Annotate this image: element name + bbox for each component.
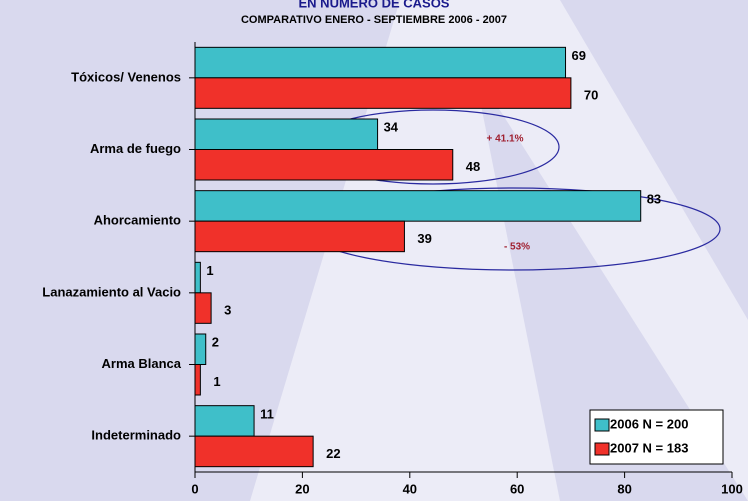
y-tick-label: Lanazamiento al Vacio — [42, 284, 181, 299]
legend-label: 2006 N = 200 — [610, 416, 688, 431]
value-label: 1 — [213, 374, 220, 389]
y-tick-label: Arma de fuego — [90, 141, 181, 156]
value-label: 22 — [326, 446, 340, 461]
x-tick-label: 60 — [510, 481, 524, 496]
legend-label: 2007 N = 183 — [610, 440, 688, 455]
x-tick-label: 0 — [191, 481, 198, 496]
bar — [194, 118, 379, 150]
value-label: 3 — [224, 303, 231, 318]
value-label: 83 — [647, 191, 661, 206]
chart-subtitle: COMPARATIVO ENERO - SEPTIEMBRE 2006 - 20… — [241, 14, 507, 26]
bar — [194, 149, 454, 181]
x-tick-label: 40 — [403, 481, 417, 496]
y-tick-label: Ahorcamiento — [94, 213, 181, 228]
bar — [194, 364, 201, 396]
bar — [194, 292, 212, 324]
bar — [194, 405, 255, 437]
bar — [194, 190, 642, 222]
value-label: 2 — [212, 335, 219, 350]
legend-swatch — [594, 418, 610, 432]
x-tick-label: 80 — [617, 481, 631, 496]
x-tick-label: 100 — [721, 481, 743, 496]
value-label: 69 — [572, 48, 586, 63]
legend-swatch — [594, 442, 610, 456]
decor — [250, 0, 560, 501]
value-label: 34 — [384, 120, 399, 135]
bar — [194, 333, 207, 365]
x-tick-label: 20 — [295, 481, 309, 496]
annotation: - 53% — [504, 242, 530, 253]
y-tick-label: Indeterminado — [91, 428, 181, 443]
value-label: 11 — [260, 406, 274, 421]
legend-box — [589, 409, 724, 465]
value-label: 39 — [417, 231, 431, 246]
y-tick-label: Arma Blanca — [102, 356, 182, 371]
bar — [194, 77, 572, 109]
decor — [430, 0, 748, 501]
value-label: 48 — [466, 159, 480, 174]
bar — [194, 435, 314, 468]
bar — [194, 220, 405, 253]
annotation: + 41.1% — [487, 134, 524, 145]
bar — [194, 261, 201, 294]
y-tick-label: Tóxicos/ Venenos — [71, 69, 181, 84]
bar — [194, 46, 567, 79]
value-label: 70 — [584, 88, 598, 103]
chart-title: EN NÚMERO DE CASOS — [299, 0, 450, 10]
value-label: 1 — [206, 263, 213, 278]
